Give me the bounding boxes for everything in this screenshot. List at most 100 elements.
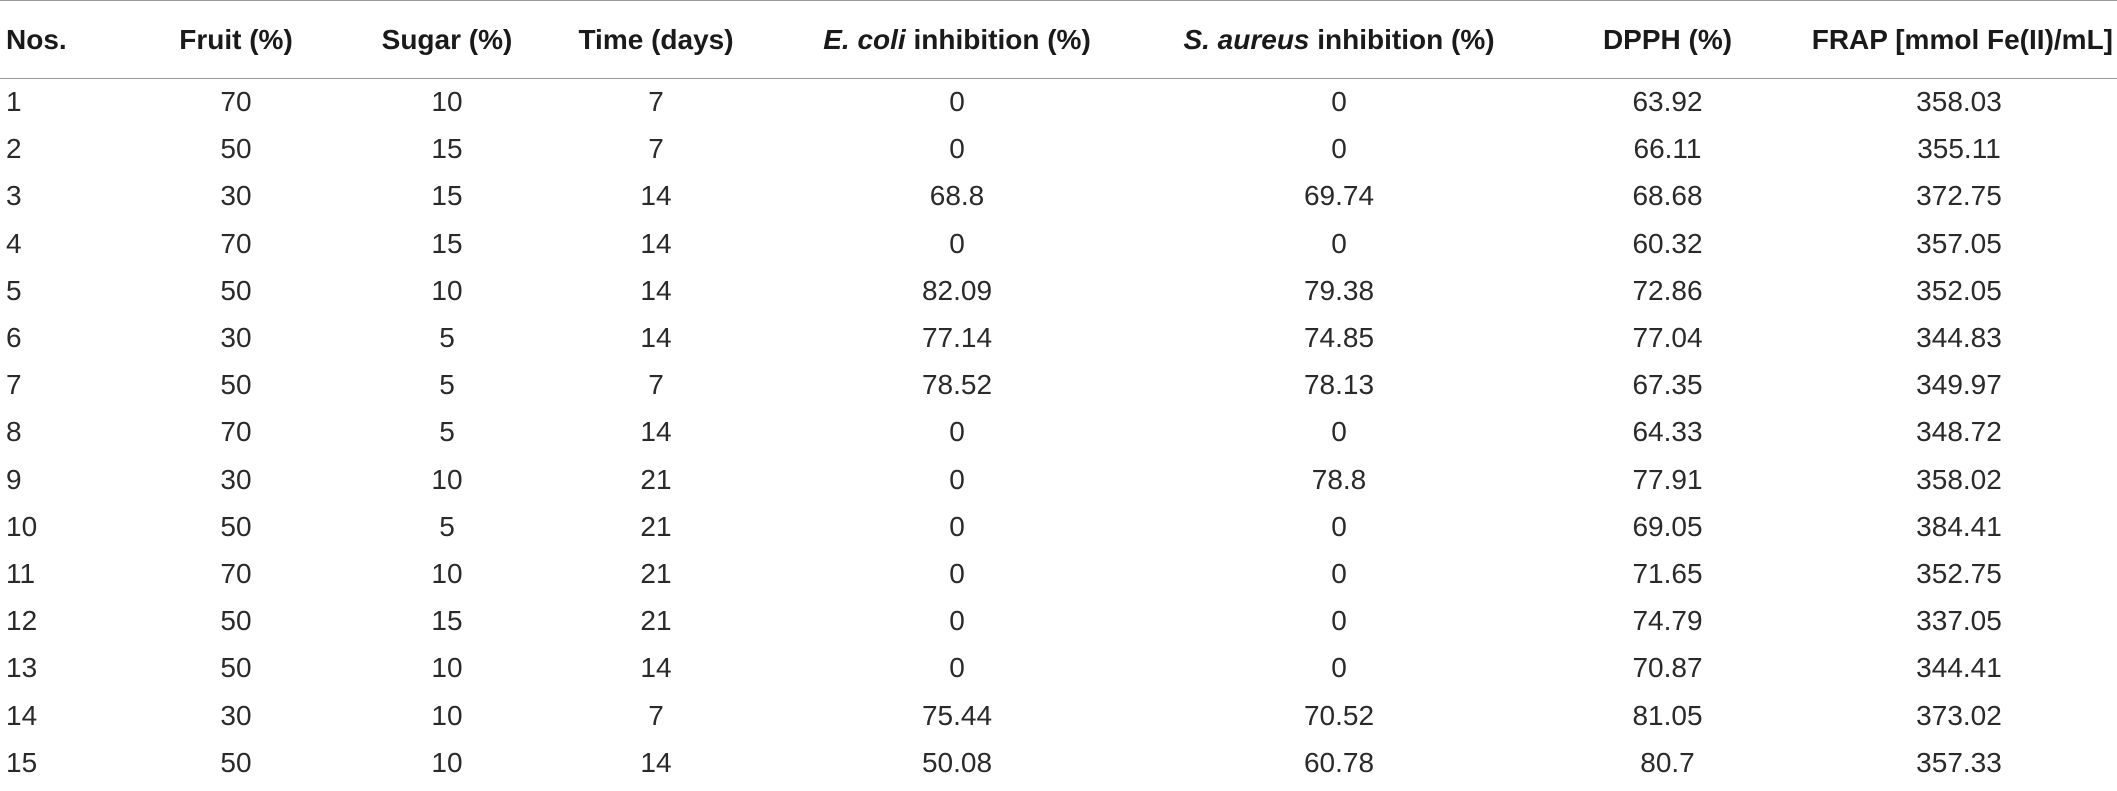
table-row: 8 70 5 14 0 0 64.33 348.72 [0, 409, 2117, 456]
table-cell-saureus-inhibition: 78.13 [1303, 369, 1375, 401]
table-cell-fruit: 50 [220, 369, 252, 401]
table-cell-nos: 1 [6, 86, 22, 118]
table-cell-dpph: 68.68 [1632, 180, 1703, 212]
table-cell-dpph: 81.05 [1632, 699, 1703, 731]
table-cell-saureus-inhibition: 0 [1331, 652, 1347, 684]
table-cell-fruit: 70 [220, 416, 252, 448]
table-cell-dpph: 71.65 [1632, 557, 1703, 589]
table-cell-nos: 4 [6, 227, 22, 259]
table-row: 2 50 15 7 0 0 66.11 355.11 [0, 126, 2117, 173]
table-cell-nos: 8 [6, 416, 22, 448]
table-cell-sugar: 10 [431, 557, 463, 589]
table-cell-ecoli-inhibition: 0 [949, 416, 965, 448]
table-cell-nos: 3 [6, 180, 22, 212]
table-row: 7 50 5 7 78.52 78.13 67.35 349.97 [0, 362, 2117, 409]
table-cell-ecoli-inhibition: 0 [949, 557, 965, 589]
table-cell-saureus-inhibition: 0 [1331, 227, 1347, 259]
table-cell-saureus-inhibition: 79.38 [1303, 274, 1375, 306]
column-header-fruit: Fruit (%) [120, 0, 352, 79]
table-cell-frap: 348.72 [1916, 416, 2002, 448]
table-cell-saureus-inhibition: 0 [1331, 557, 1347, 589]
table-cell-ecoli-inhibition: 0 [949, 510, 965, 542]
table-cell-saureus-inhibition: 69.74 [1303, 180, 1375, 212]
table-cell-dpph: 77.04 [1632, 322, 1703, 354]
table-cell-sugar: 5 [439, 369, 455, 401]
table-cell-time: 21 [640, 557, 672, 589]
table-row: 1 70 10 7 0 0 63.92 358.03 [0, 79, 2117, 126]
column-header-italic-part: S. aureus [1183, 23, 1310, 55]
table-cell-frap: 349.97 [1916, 369, 2002, 401]
table-cell-sugar: 5 [439, 510, 455, 542]
column-header-frap: FRAP [mmol Fe(II)/mL] [1801, 0, 2117, 79]
column-header-label: inhibition (%) [1309, 23, 1495, 55]
table-row: 9 30 10 21 0 78.8 77.91 358.02 [0, 456, 2117, 503]
table-cell-dpph: 67.35 [1632, 369, 1703, 401]
table-cell-dpph: 63.92 [1632, 86, 1703, 118]
table-cell-time: 14 [640, 416, 672, 448]
table-row: 4 70 15 14 0 0 60.32 357.05 [0, 220, 2117, 267]
table-cell-frap: 373.02 [1916, 699, 2002, 731]
table-cell-ecoli-inhibition: 68.8 [929, 180, 985, 212]
table-cell-nos: 15 [6, 746, 38, 778]
table-cell-ecoli-inhibition: 0 [949, 463, 965, 495]
table-cell-sugar: 10 [431, 746, 463, 778]
column-header-time: Time (days) [542, 0, 770, 79]
table-cell-time: 14 [640, 274, 672, 306]
table-cell-dpph: 72.86 [1632, 274, 1703, 306]
table-cell-saureus-inhibition: 0 [1331, 510, 1347, 542]
table-cell-time: 21 [640, 605, 672, 637]
table-cell-sugar: 15 [431, 180, 463, 212]
table-cell-saureus-inhibition: 70.52 [1303, 699, 1375, 731]
table-cell-frap: 352.05 [1916, 274, 2002, 306]
table-cell-sugar: 5 [439, 322, 455, 354]
header-row: Nos. Fruit (%) Sugar (%) Time (days) E. coli… [0, 0, 2117, 79]
column-header-label: inhibition (%) [905, 23, 1091, 55]
table-cell-ecoli-inhibition: 0 [949, 227, 965, 259]
table-cell-dpph: 70.87 [1632, 652, 1703, 684]
table-cell-ecoli-inhibition: 50.08 [921, 746, 993, 778]
table-cell-nos: 5 [6, 274, 22, 306]
table-cell-time: 14 [640, 652, 672, 684]
table-cell-fruit: 50 [220, 274, 252, 306]
table-row: 6 30 5 14 77.14 74.85 77.04 344.83 [0, 314, 2117, 361]
table-cell-nos: 12 [6, 605, 38, 637]
table-cell-dpph: 74.79 [1632, 605, 1703, 637]
column-header-sugar: Sugar (%) [352, 0, 542, 79]
table-cell-frap: 384.41 [1916, 510, 2002, 542]
table-cell-ecoli-inhibition: 0 [949, 133, 965, 165]
table-cell-nos: 14 [6, 699, 38, 731]
table-cell-nos: 10 [6, 510, 38, 542]
table-cell-frap: 358.03 [1916, 86, 2002, 118]
table-cell-fruit: 50 [220, 746, 252, 778]
column-header-ecoli-inhibition: E. coli inhibition (%) [770, 0, 1144, 79]
table-cell-sugar: 10 [431, 652, 463, 684]
column-header-label: Fruit (%) [179, 23, 293, 55]
table-cell-saureus-inhibition: 0 [1331, 133, 1347, 165]
table-cell-frap: 357.05 [1916, 227, 2002, 259]
table-row: 14 30 10 7 75.44 70.52 81.05 373.02 [0, 692, 2117, 739]
table-cell-ecoli-inhibition: 82.09 [921, 274, 993, 306]
table-cell-frap: 337.05 [1916, 605, 2002, 637]
table-cell-saureus-inhibition: 0 [1331, 605, 1347, 637]
table-cell-frap: 352.75 [1916, 557, 2002, 589]
table-cell-fruit: 50 [220, 605, 252, 637]
column-header-saureus-inhibition: S. aureus inhibition (%) [1144, 0, 1534, 79]
table-cell-fruit: 50 [220, 652, 252, 684]
table-cell-dpph: 77.91 [1632, 463, 1703, 495]
table-cell-frap: 357.33 [1916, 746, 2002, 778]
table-cell-nos: 7 [6, 369, 22, 401]
table-cell-time: 7 [648, 699, 664, 731]
table-cell-sugar: 10 [431, 86, 463, 118]
table-cell-saureus-inhibition: 0 [1331, 86, 1347, 118]
table-cell-nos: 6 [6, 322, 22, 354]
table-cell-fruit: 50 [220, 133, 252, 165]
table-cell-dpph: 64.33 [1632, 416, 1703, 448]
table-cell-frap: 344.83 [1916, 322, 2002, 354]
table-cell-sugar: 15 [431, 605, 463, 637]
table-cell-sugar: 15 [431, 133, 463, 165]
table-cell-fruit: 50 [220, 510, 252, 542]
table-cell-ecoli-inhibition: 75.44 [921, 699, 993, 731]
table-cell-time: 7 [648, 86, 664, 118]
column-header-dpph: DPPH (%) [1534, 0, 1801, 79]
